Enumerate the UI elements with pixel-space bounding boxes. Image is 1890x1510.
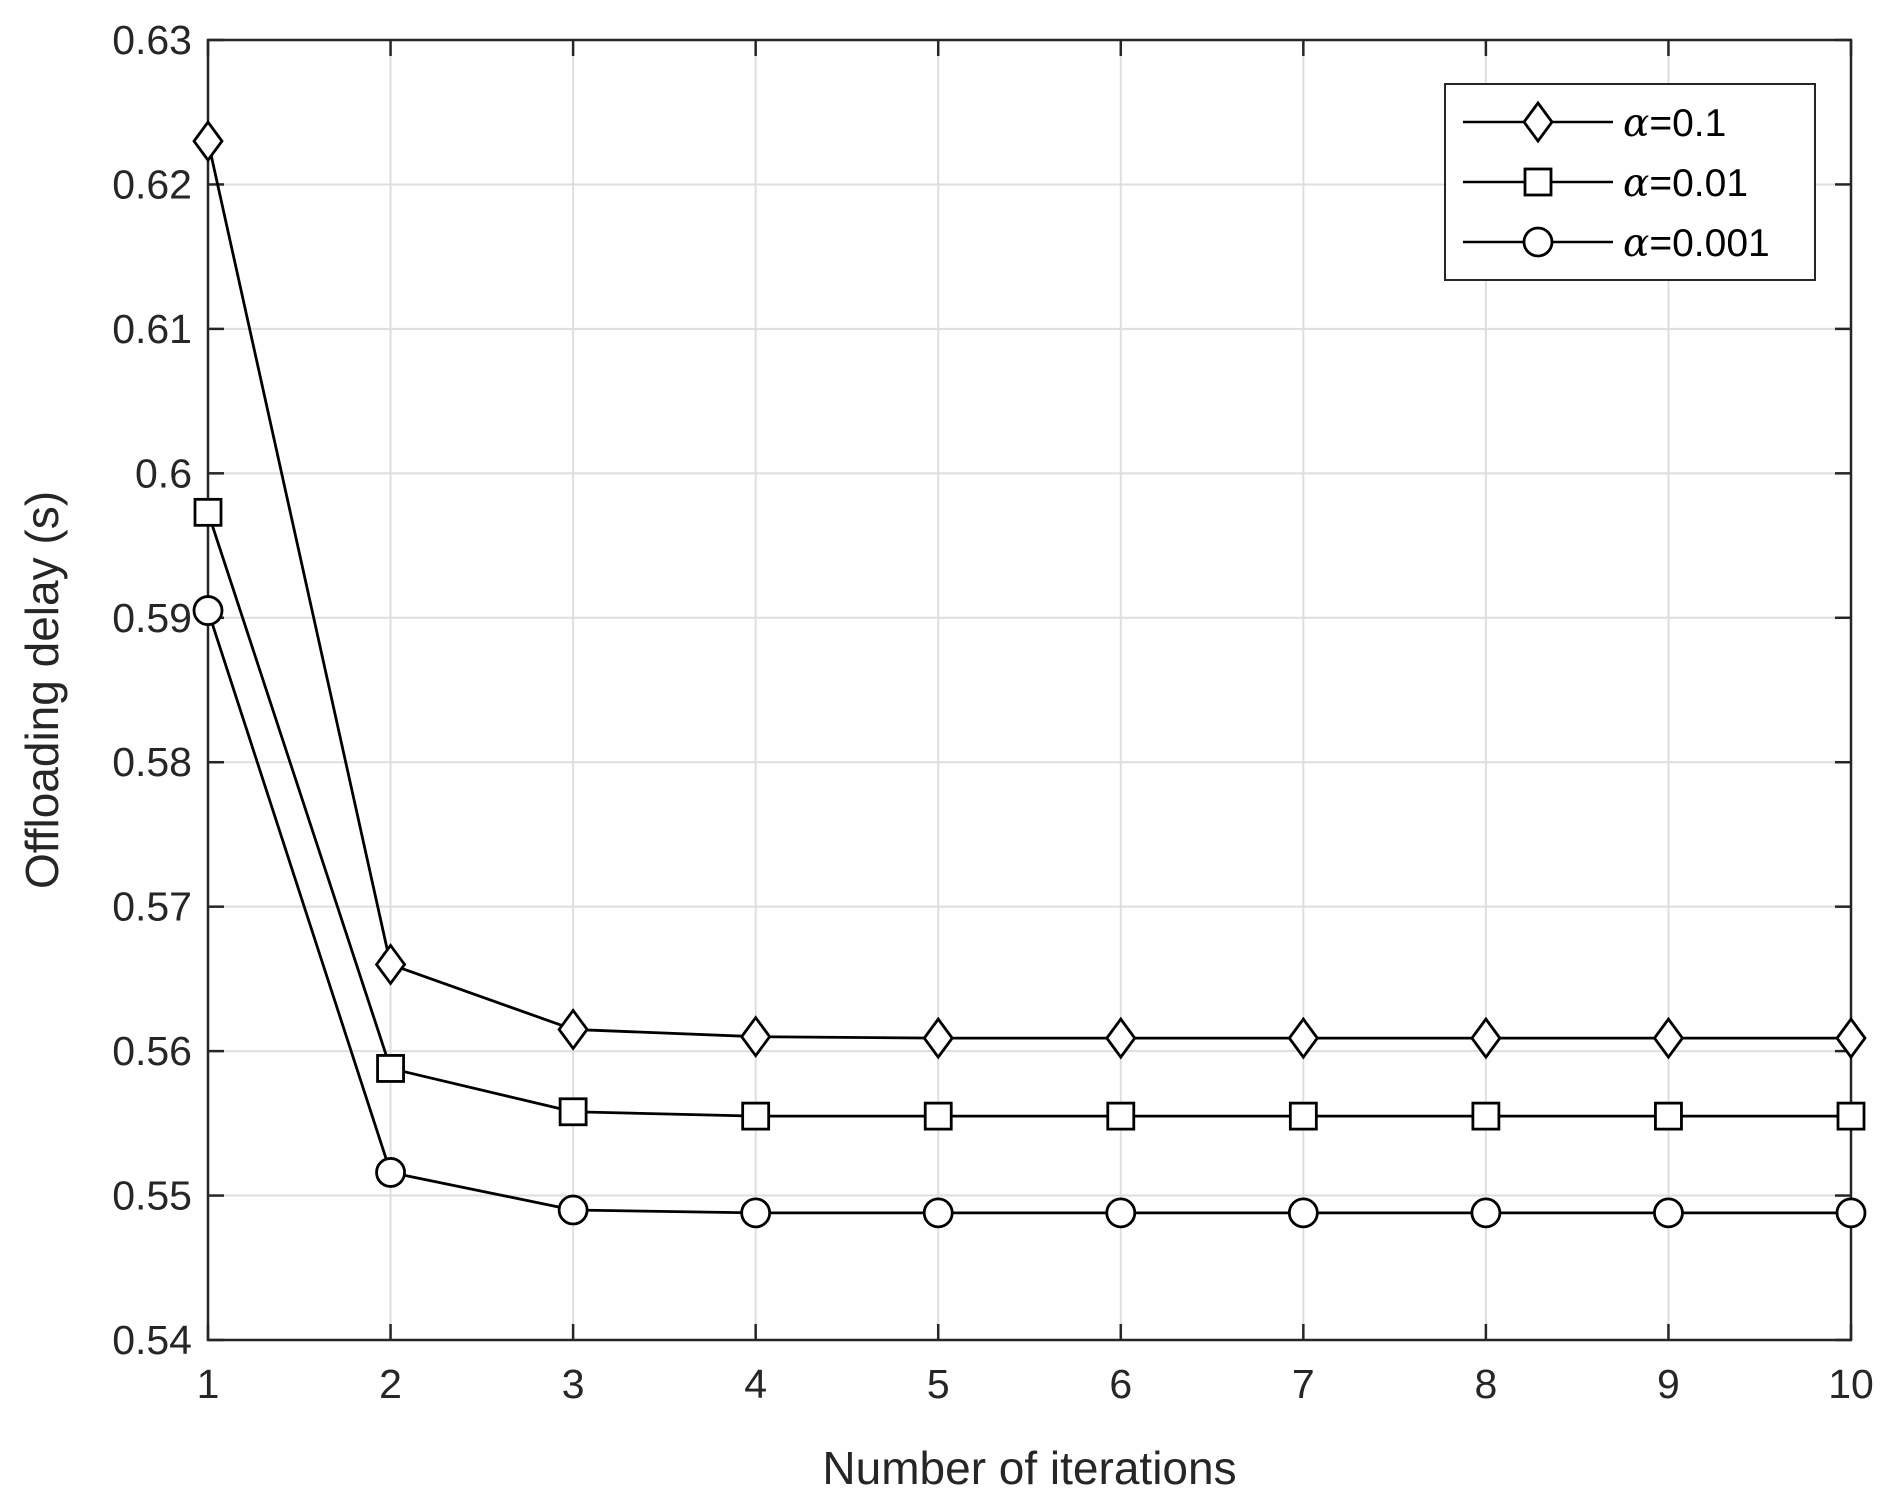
y-tick-label: 0.62 xyxy=(112,161,192,207)
x-tick-label: 5 xyxy=(927,1361,950,1407)
data-point-square xyxy=(923,1101,953,1131)
x-tick-label: 10 xyxy=(1828,1361,1874,1407)
legend-label-symbol: α xyxy=(1623,221,1649,266)
legend-label: α=0.1 xyxy=(1623,101,1726,146)
y-tick-labels: 0.54 0.55 0.56 0.57 0.58 0.59 0.6 0.61 0.62 0.63 xyxy=(112,17,192,1363)
x-tick-label: 1 xyxy=(197,1361,220,1407)
x-tick-label: 9 xyxy=(1657,1361,1680,1407)
axis-ticks xyxy=(206,38,1853,1342)
series-diamond xyxy=(192,119,1867,1060)
legend-label-symbol: α xyxy=(1623,161,1649,206)
legend-items: α=0.1α=0.01α=0.001 xyxy=(1463,100,1770,266)
data-point-circle xyxy=(1287,1197,1319,1229)
legend-label-value: =0.01 xyxy=(1649,162,1748,205)
data-point-diamond xyxy=(922,1016,954,1060)
data-point-square xyxy=(1654,1101,1683,1131)
data-point-square xyxy=(558,1097,588,1127)
data-point-square xyxy=(376,1054,405,1083)
x-tick-label: 3 xyxy=(562,1361,585,1407)
data-point-diamond xyxy=(1835,1016,1867,1060)
x-axis-title: Number of iterations xyxy=(822,1442,1236,1494)
x-tick-label: 8 xyxy=(1474,1361,1497,1407)
y-tick-label: 0.54 xyxy=(112,1317,192,1363)
data-point-circle xyxy=(1835,1197,1867,1229)
x-tick-label: 2 xyxy=(379,1361,402,1407)
legend-item: α=0.001 xyxy=(1463,221,1770,266)
plot-area-frame xyxy=(206,38,1853,1342)
data-point-square xyxy=(193,497,223,527)
data-point-circle xyxy=(1653,1197,1684,1229)
x-tick-labels: 1 2 3 4 5 6 7 8 9 10 xyxy=(197,1361,1874,1407)
legend-marker-circle xyxy=(1522,226,1554,258)
y-tick-label: 0.57 xyxy=(112,884,192,930)
data-point-square xyxy=(741,1101,771,1131)
y-tick-label: 0.59 xyxy=(112,595,192,641)
legend-label: α=0.01 xyxy=(1623,161,1748,206)
y-tick-label: 0.63 xyxy=(112,17,192,63)
series-line xyxy=(206,140,1851,1040)
data-point-circle xyxy=(1105,1197,1137,1229)
data-point-diamond xyxy=(1105,1016,1137,1060)
data-point-diamond xyxy=(557,1008,589,1051)
data-point-square xyxy=(1471,1101,1501,1131)
y-tick-label: 0.56 xyxy=(112,1028,192,1074)
data-point-diamond xyxy=(1652,1016,1685,1060)
data-point-square xyxy=(1836,1101,1866,1131)
legend-marker-diamond xyxy=(1522,100,1554,144)
series-line xyxy=(206,511,1851,1118)
data-point-circle xyxy=(192,595,224,626)
data-series xyxy=(192,119,1867,1229)
legend-label-symbol: α xyxy=(1623,101,1649,146)
data-point-square xyxy=(1288,1101,1318,1131)
legend-item: α=0.01 xyxy=(1463,161,1748,206)
y-tick-label: 0.58 xyxy=(112,739,192,785)
legend-label-value: =0.001 xyxy=(1649,222,1769,265)
y-tick-label: 0.61 xyxy=(112,306,192,352)
data-point-diamond xyxy=(374,943,407,986)
legend-label-value: =0.1 xyxy=(1649,102,1726,145)
x-tick-label: 7 xyxy=(1292,1361,1315,1407)
data-point-diamond xyxy=(1287,1016,1320,1060)
series-line xyxy=(206,610,1851,1215)
series-circle xyxy=(192,595,1867,1229)
data-point-circle xyxy=(740,1197,772,1229)
legend-marker-square xyxy=(1523,167,1553,197)
x-tick-label: 6 xyxy=(1109,1361,1132,1407)
data-point-diamond xyxy=(192,119,224,163)
legend: α=0.1α=0.01α=0.001 xyxy=(1444,83,1816,281)
data-point-circle xyxy=(557,1194,589,1226)
y-tick-label: 0.6 xyxy=(135,450,192,496)
series-square xyxy=(193,497,1866,1131)
y-tick-label: 0.55 xyxy=(112,1173,192,1219)
x-tick-label: 4 xyxy=(744,1361,767,1407)
data-point-circle xyxy=(922,1197,954,1229)
data-point-circle xyxy=(1470,1197,1502,1229)
data-point-diamond xyxy=(739,1015,772,1059)
data-point-square xyxy=(1106,1101,1136,1131)
data-point-diamond xyxy=(1470,1016,1502,1060)
legend-label: α=0.001 xyxy=(1623,221,1770,266)
data-point-circle xyxy=(375,1157,406,1188)
legend-item: α=0.1 xyxy=(1463,100,1726,146)
y-axis-title: Offloading delay (s) xyxy=(16,491,68,889)
